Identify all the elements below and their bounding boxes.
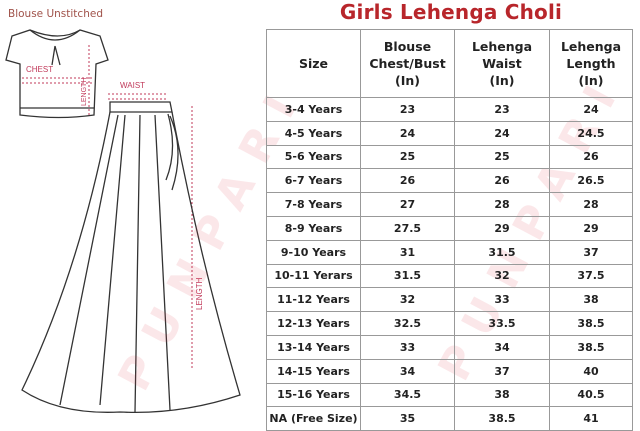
- blouse-unstitched-caption: Blouse Unstitched: [8, 8, 103, 20]
- cell-size: 6-7 Years: [266, 168, 361, 194]
- header-size: Size: [266, 29, 361, 98]
- cell-size: 8-9 Years: [266, 215, 361, 241]
- chart-title: Girls Lehenga Choli: [339, 0, 563, 24]
- table-header-row: Size Blouse Chest/Bust (In) Lehenga Waist (I…: [266, 29, 633, 98]
- cell-blouse-chest: 25: [360, 144, 455, 170]
- cell-size: 12-13 Years: [266, 311, 361, 336]
- cell-lehenga-waist: 25: [454, 144, 550, 170]
- cell-size: 14-15 Years: [266, 358, 361, 384]
- cell-blouse-chest: 27: [360, 192, 455, 217]
- cell-size: 10-11 Yerars: [266, 263, 361, 289]
- cell-lehenga-waist: 28: [454, 192, 550, 217]
- cell-lehenga-waist: 34: [454, 334, 550, 360]
- cell-lehenga-length: 40.5: [549, 382, 633, 408]
- table-row: 5-6 Years 25 25 26: [266, 144, 633, 170]
- cell-lehenga-waist: 37: [454, 358, 550, 384]
- cell-blouse-chest: 24: [360, 120, 455, 146]
- cell-lehenga-waist: 23: [454, 97, 550, 122]
- table-row: 13-14 Years 33 34 38.5: [266, 334, 633, 360]
- cell-blouse-chest: 32.5: [360, 311, 455, 336]
- table-row: 4-5 Years 24 24 24.5: [266, 120, 633, 146]
- blouse-drawing: [5, 29, 109, 119]
- table-row: 12-13 Years 32.5 33.5 38.5: [266, 311, 633, 336]
- garment-measurement-sketch: CHEST LENGTH WAIST LENGTH: [5, 29, 241, 414]
- lehenga-measure-lines: [108, 93, 193, 370]
- table-row: 9-10 Years 31 31.5 37: [266, 239, 633, 265]
- cell-lehenga-waist: 26: [454, 168, 550, 194]
- cell-lehenga-length: 37.5: [549, 263, 633, 289]
- cell-size: 3-4 Years: [266, 97, 361, 122]
- table-row: 8-9 Years 27.5 29 29: [266, 215, 633, 241]
- blouse-measure-lines: [22, 45, 94, 116]
- cell-lehenga-length: 28: [549, 192, 633, 217]
- cell-lehenga-waist: 33: [454, 287, 550, 313]
- cell-size: 5-6 Years: [266, 144, 361, 170]
- chest-label: CHEST: [26, 65, 53, 74]
- cell-lehenga-length: 40: [549, 358, 633, 384]
- cell-lehenga-length: 41: [549, 406, 633, 431]
- cell-blouse-chest: 34.5: [360, 382, 455, 408]
- cell-size: 15-16 Years: [266, 382, 361, 408]
- cell-lehenga-waist: 38.5: [454, 406, 550, 431]
- cell-lehenga-waist: 29: [454, 215, 550, 241]
- cell-size: 4-5 Years: [266, 120, 361, 146]
- cell-size: 7-8 Years: [266, 192, 361, 217]
- cell-lehenga-waist: 32: [454, 263, 550, 289]
- cell-lehenga-length: 38: [549, 287, 633, 313]
- cell-blouse-chest: 33: [360, 334, 455, 360]
- cell-lehenga-length: 26.5: [549, 168, 633, 194]
- table-row: 6-7 Years 26 26 26.5: [266, 168, 633, 194]
- table-row: 3-4 Years 23 23 24: [266, 97, 633, 122]
- cell-size: 9-10 Years: [266, 239, 361, 265]
- cell-lehenga-length: 26: [549, 144, 633, 170]
- cell-blouse-chest: 31.5: [360, 263, 455, 289]
- waist-label: WAIST: [120, 81, 145, 90]
- table-row: NA (Free Size) 35 38.5 41: [266, 406, 633, 431]
- header-blouse-chest: Blouse Chest/Bust (In): [360, 29, 455, 98]
- cell-lehenga-waist: 31.5: [454, 239, 550, 265]
- table-row: 11-12 Years 32 33 38: [266, 287, 633, 313]
- cell-lehenga-length: 38.5: [549, 334, 633, 360]
- cell-lehenga-length: 24.5: [549, 120, 633, 146]
- table-row: 7-8 Years 27 28 28: [266, 192, 633, 217]
- cell-blouse-chest: 32: [360, 287, 455, 313]
- cell-size: 13-14 Years: [266, 334, 361, 360]
- table-row: 14-15 Years 34 37 40: [266, 358, 633, 384]
- cell-blouse-chest: 31: [360, 239, 455, 265]
- table-row: 10-11 Yerars 31.5 32 37.5: [266, 263, 633, 289]
- cell-blouse-chest: 26: [360, 168, 455, 194]
- cell-blouse-chest: 34: [360, 358, 455, 384]
- header-lehenga-waist: Lehenga Waist (In): [454, 29, 550, 98]
- cell-blouse-chest: 23: [360, 97, 455, 122]
- cell-blouse-chest: 35: [360, 406, 455, 431]
- lehenga-drawing: [21, 101, 241, 414]
- cell-lehenga-waist: 24: [454, 120, 550, 146]
- cell-size: NA (Free Size): [266, 406, 361, 431]
- header-lehenga-length: Lehenga Length (In): [549, 29, 633, 98]
- cell-lehenga-waist: 38: [454, 382, 550, 408]
- cell-size: 11-12 Years: [266, 287, 361, 313]
- blouse-length-label: LENGTH: [81, 78, 88, 106]
- cell-lehenga-waist: 33.5: [454, 311, 550, 336]
- table-row: 15-16 Years 34.5 38 40.5: [266, 382, 633, 408]
- cell-lehenga-length: 29: [549, 215, 633, 241]
- size-chart-table: Size Blouse Chest/Bust (In) Lehenga Waist (I…: [266, 29, 633, 431]
- lehenga-length-label: LENGTH: [195, 277, 204, 310]
- cell-lehenga-length: 37: [549, 239, 633, 265]
- cell-lehenga-length: 38.5: [549, 311, 633, 336]
- cell-blouse-chest: 27.5: [360, 215, 455, 241]
- cell-lehenga-length: 24: [549, 97, 633, 122]
